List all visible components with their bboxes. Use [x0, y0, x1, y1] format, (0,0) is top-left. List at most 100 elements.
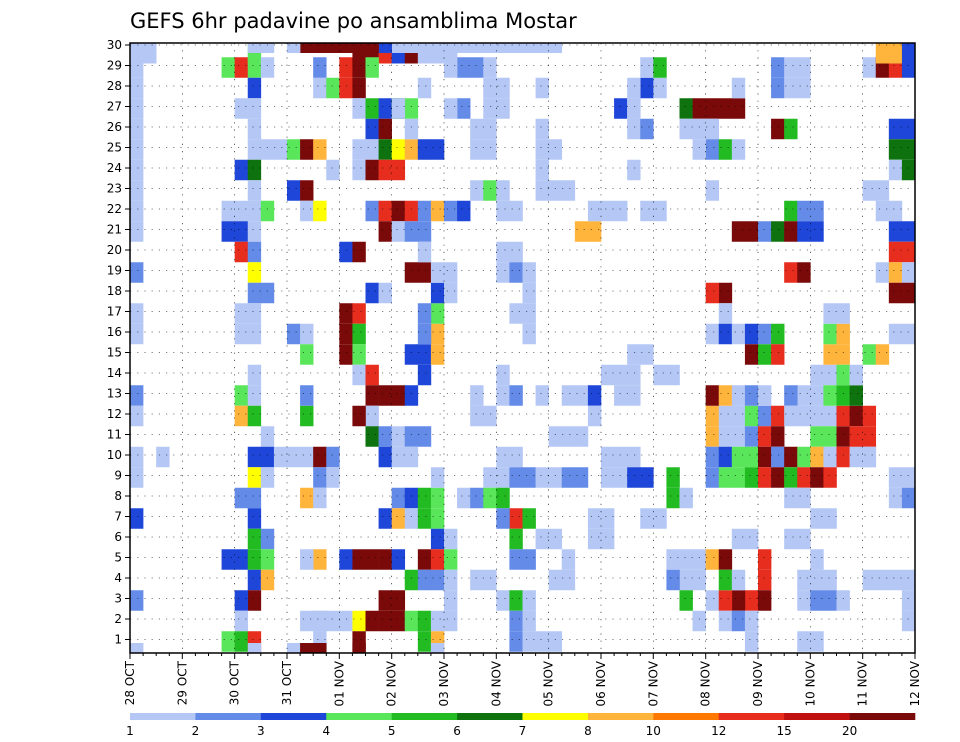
heatmap-cell: [784, 77, 798, 99]
colorbar-label: 4: [322, 724, 330, 738]
colorbar-label: 6: [453, 724, 461, 738]
heatmap-cell: [718, 282, 733, 304]
heatmap-cell: [823, 446, 837, 468]
heatmap-cell: [744, 344, 759, 365]
heatmap-cell: [810, 221, 824, 242]
heatmap-cell: [810, 426, 824, 447]
heatmap-cell: [287, 643, 301, 653]
heatmap-cell: [247, 405, 262, 427]
heatmap-cell: [771, 118, 785, 140]
heatmap-cell: [758, 405, 772, 427]
colorbar-swatch: [260, 713, 327, 720]
heatmap-cell: [365, 549, 379, 570]
heatmap-cell: [221, 57, 235, 78]
heatmap-cell: [509, 631, 523, 652]
heatmap-cell: [300, 385, 314, 406]
heatmap-cell: [417, 364, 432, 386]
heatmap-cell: [797, 200, 811, 222]
heatmap-cell: [130, 221, 144, 242]
heatmap-cells: [130, 43, 916, 653]
heatmap-cell: [731, 385, 746, 406]
heatmap-cell: [260, 282, 275, 304]
heatmap-cell: [430, 323, 445, 345]
heatmap-cell: [836, 446, 850, 468]
heatmap-cell: [823, 508, 837, 529]
heatmap-cell: [784, 467, 798, 488]
heatmap-cell: [404, 446, 419, 468]
heatmap-cell: [417, 43, 432, 53]
heatmap-cell: [247, 221, 262, 242]
heatmap-cell: [260, 569, 275, 591]
heatmap-cell: [614, 98, 628, 119]
heatmap-cell: [430, 610, 445, 632]
y-tick-label: 20: [107, 243, 122, 257]
heatmap-cell: [509, 590, 523, 611]
heatmap-cell: [823, 344, 837, 365]
heatmap-cell: [430, 262, 445, 283]
x-tick-label: 28 OCT: [123, 660, 137, 705]
heatmap-cell: [496, 262, 510, 283]
heatmap-cell: [313, 43, 327, 53]
heatmap-cell: [339, 77, 353, 99]
heatmap-cell: [888, 200, 903, 222]
heatmap-cell: [901, 282, 916, 304]
heatmap-cell: [365, 43, 379, 53]
heatmap-cell: [548, 569, 563, 591]
heatmap-cell: [417, 323, 432, 345]
heatmap-cell: [705, 590, 720, 611]
heatmap-cell: [417, 487, 432, 509]
heatmap-cell: [496, 241, 510, 263]
x-tick-label: 30 OCT: [228, 660, 242, 705]
heatmap-cell: [287, 446, 301, 468]
heatmap-cell: [365, 200, 379, 222]
heatmap-cell: [718, 385, 733, 406]
heatmap-cell: [627, 98, 641, 119]
heatmap-cell: [771, 344, 785, 365]
heatmap-cell: [391, 590, 406, 611]
heatmap-cell: [705, 118, 720, 140]
heatmap-cell: [483, 43, 497, 53]
heatmap-cell: [784, 528, 798, 550]
heatmap-cell: [247, 118, 262, 140]
colorbar-swatch: [391, 713, 458, 720]
heatmap-cell: [352, 139, 366, 160]
heatmap-cell: [430, 467, 445, 488]
heatmap-cell: [404, 569, 419, 591]
heatmap-cell: [247, 364, 262, 386]
heatmap-cell: [365, 426, 379, 447]
heatmap-cell: [234, 98, 249, 119]
heatmap-cell: [234, 385, 249, 406]
heatmap-cell: [221, 631, 235, 652]
heatmap-cell: [260, 467, 275, 488]
heatmap-cell: [679, 98, 693, 119]
heatmap-cell: [627, 118, 641, 140]
heatmap-cell: [875, 43, 890, 64]
heatmap-cell: [875, 262, 890, 283]
heatmap-cell: [221, 221, 235, 242]
heatmap-cell: [339, 344, 353, 365]
heatmap-cell: [679, 118, 693, 140]
heatmap-cell: [260, 549, 275, 570]
heatmap-cell: [417, 139, 432, 160]
heatmap-cell: [300, 344, 314, 365]
heatmap-cell: [901, 610, 916, 632]
heatmap-cell: [326, 43, 340, 53]
heatmap-cell: [705, 180, 720, 201]
y-tick-label: 9: [114, 469, 122, 483]
heatmap-cell: [718, 98, 733, 119]
heatmap-cell: [417, 262, 432, 283]
heatmap-cell: [522, 43, 536, 53]
heatmap-cell: [535, 159, 549, 181]
heatmap-cell: [404, 385, 419, 406]
heatmap-cell: [797, 385, 811, 406]
heatmap-cell: [496, 487, 510, 509]
heatmap-cell: [417, 77, 432, 99]
heatmap-cell: [705, 139, 720, 160]
heatmap-cell: [862, 405, 877, 427]
heatmap-cell: [221, 200, 235, 222]
heatmap-cell: [810, 508, 824, 529]
heatmap-cell: [260, 446, 275, 468]
heatmap-cell: [509, 200, 523, 222]
heatmap-cell: [718, 323, 733, 345]
heatmap-cell: [470, 385, 484, 406]
